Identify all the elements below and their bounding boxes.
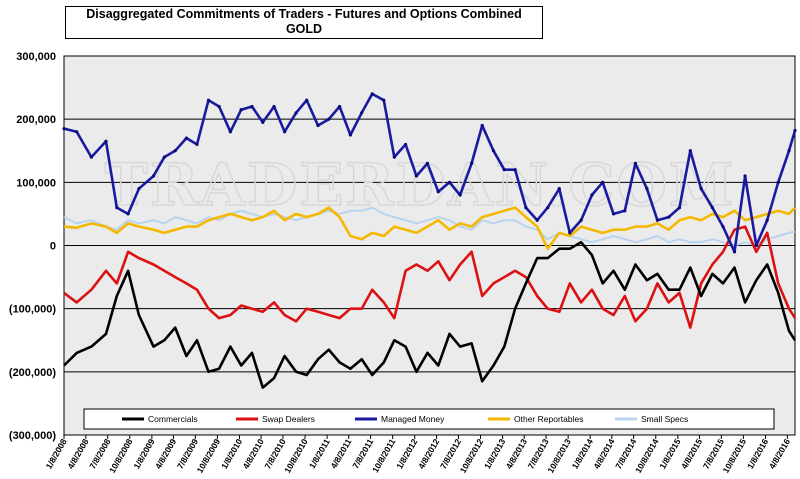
managed-money-point <box>217 104 221 109</box>
managed-money-point <box>688 149 692 153</box>
managed-money-point <box>337 104 342 109</box>
managed-money-point <box>513 168 517 172</box>
managed-money-point <box>305 98 309 102</box>
managed-money-point <box>458 193 462 197</box>
series-line-other-reportables <box>63 206 796 250</box>
series-line-swap-dealers <box>63 225 797 329</box>
managed-money-point <box>710 206 715 210</box>
managed-money-point <box>568 231 572 235</box>
y-tick-label: (100,000) <box>9 304 56 316</box>
managed-money-point <box>173 149 177 153</box>
managed-money-point <box>294 111 298 115</box>
managed-money-point <box>470 161 474 165</box>
managed-money-point <box>162 155 166 159</box>
managed-money-point <box>535 218 539 222</box>
y-tick-label: 100,000 <box>16 177 56 189</box>
managed-money-point <box>743 174 747 178</box>
managed-money-point <box>480 123 484 128</box>
managed-money-point <box>793 128 797 133</box>
managed-money-point <box>491 149 496 153</box>
series-line-commercials <box>63 241 797 389</box>
legend-box <box>83 408 775 430</box>
managed-money-point <box>283 130 287 134</box>
managed-money-point <box>316 123 320 128</box>
managed-money-point <box>75 130 79 134</box>
managed-money-point <box>590 193 594 197</box>
y-tick-label: 300,000 <box>16 51 56 63</box>
managed-money-point <box>721 224 725 229</box>
managed-money-point <box>677 206 682 210</box>
managed-money-point <box>655 218 660 222</box>
managed-money-point <box>765 218 769 222</box>
managed-money-point <box>754 243 758 248</box>
x-tick-label: 4/8/2016 <box>767 437 792 471</box>
y-tick-label: 0 <box>50 241 56 253</box>
managed-money-point <box>699 187 703 191</box>
managed-money-point <box>404 142 408 147</box>
legend-label: Commercials <box>148 414 198 424</box>
managed-money-point <box>104 139 108 143</box>
managed-money-point <box>546 206 550 210</box>
managed-money-point <box>250 104 254 109</box>
legend-label: Swap Dealers <box>262 414 315 424</box>
managed-money-point <box>601 180 605 184</box>
managed-money-point <box>261 120 265 124</box>
legend-label: Small Specs <box>641 414 688 424</box>
y-tick-label: (300,000) <box>9 430 56 442</box>
watermark: TRADERDAN.COM <box>105 151 736 219</box>
managed-money-point <box>360 111 364 115</box>
managed-money-point <box>633 161 637 165</box>
managed-money-point <box>623 209 627 213</box>
managed-money-point <box>392 155 396 159</box>
managed-money-point <box>645 187 649 191</box>
managed-money-point <box>327 117 331 121</box>
managed-money-point <box>126 212 130 216</box>
managed-money-point <box>557 187 561 191</box>
managed-money-point <box>89 155 93 159</box>
managed-money-point <box>115 206 119 210</box>
managed-money-point <box>151 174 156 178</box>
managed-money-point <box>732 250 737 254</box>
y-tick-label: (200,000) <box>9 367 56 379</box>
managed-money-point <box>425 161 430 165</box>
managed-money-point <box>524 206 528 210</box>
chart-title-box: Disaggregated Commitments of Traders - F… <box>65 6 543 39</box>
managed-money-point <box>195 142 199 147</box>
managed-money-point <box>502 168 506 172</box>
managed-money-point <box>787 149 791 153</box>
managed-money-point <box>184 136 189 140</box>
managed-money-point <box>239 108 243 112</box>
chart-title: Disaggregated Commitments of Traders - F… <box>86 7 522 21</box>
managed-money-point <box>272 104 276 109</box>
legend-label: Managed Money <box>381 414 445 424</box>
series-line-small-specs <box>63 206 796 247</box>
legend-label: Other Reportables <box>514 414 583 424</box>
managed-money-point <box>206 98 211 102</box>
managed-money-point <box>611 212 616 216</box>
managed-money-point <box>62 127 66 131</box>
managed-money-point <box>579 218 583 222</box>
managed-money-point <box>137 187 141 191</box>
managed-money-point <box>370 92 374 96</box>
y-tick-label: 200,000 <box>16 114 56 126</box>
managed-money-point <box>447 180 452 184</box>
managed-money-point <box>776 180 780 184</box>
managed-money-point <box>414 174 419 178</box>
managed-money-point <box>382 98 386 102</box>
managed-money-point <box>436 190 440 194</box>
managed-money-point <box>667 215 671 219</box>
managed-money-point <box>228 130 232 134</box>
managed-money-point <box>348 133 352 137</box>
chart-subtitle: GOLD <box>285 22 323 36</box>
